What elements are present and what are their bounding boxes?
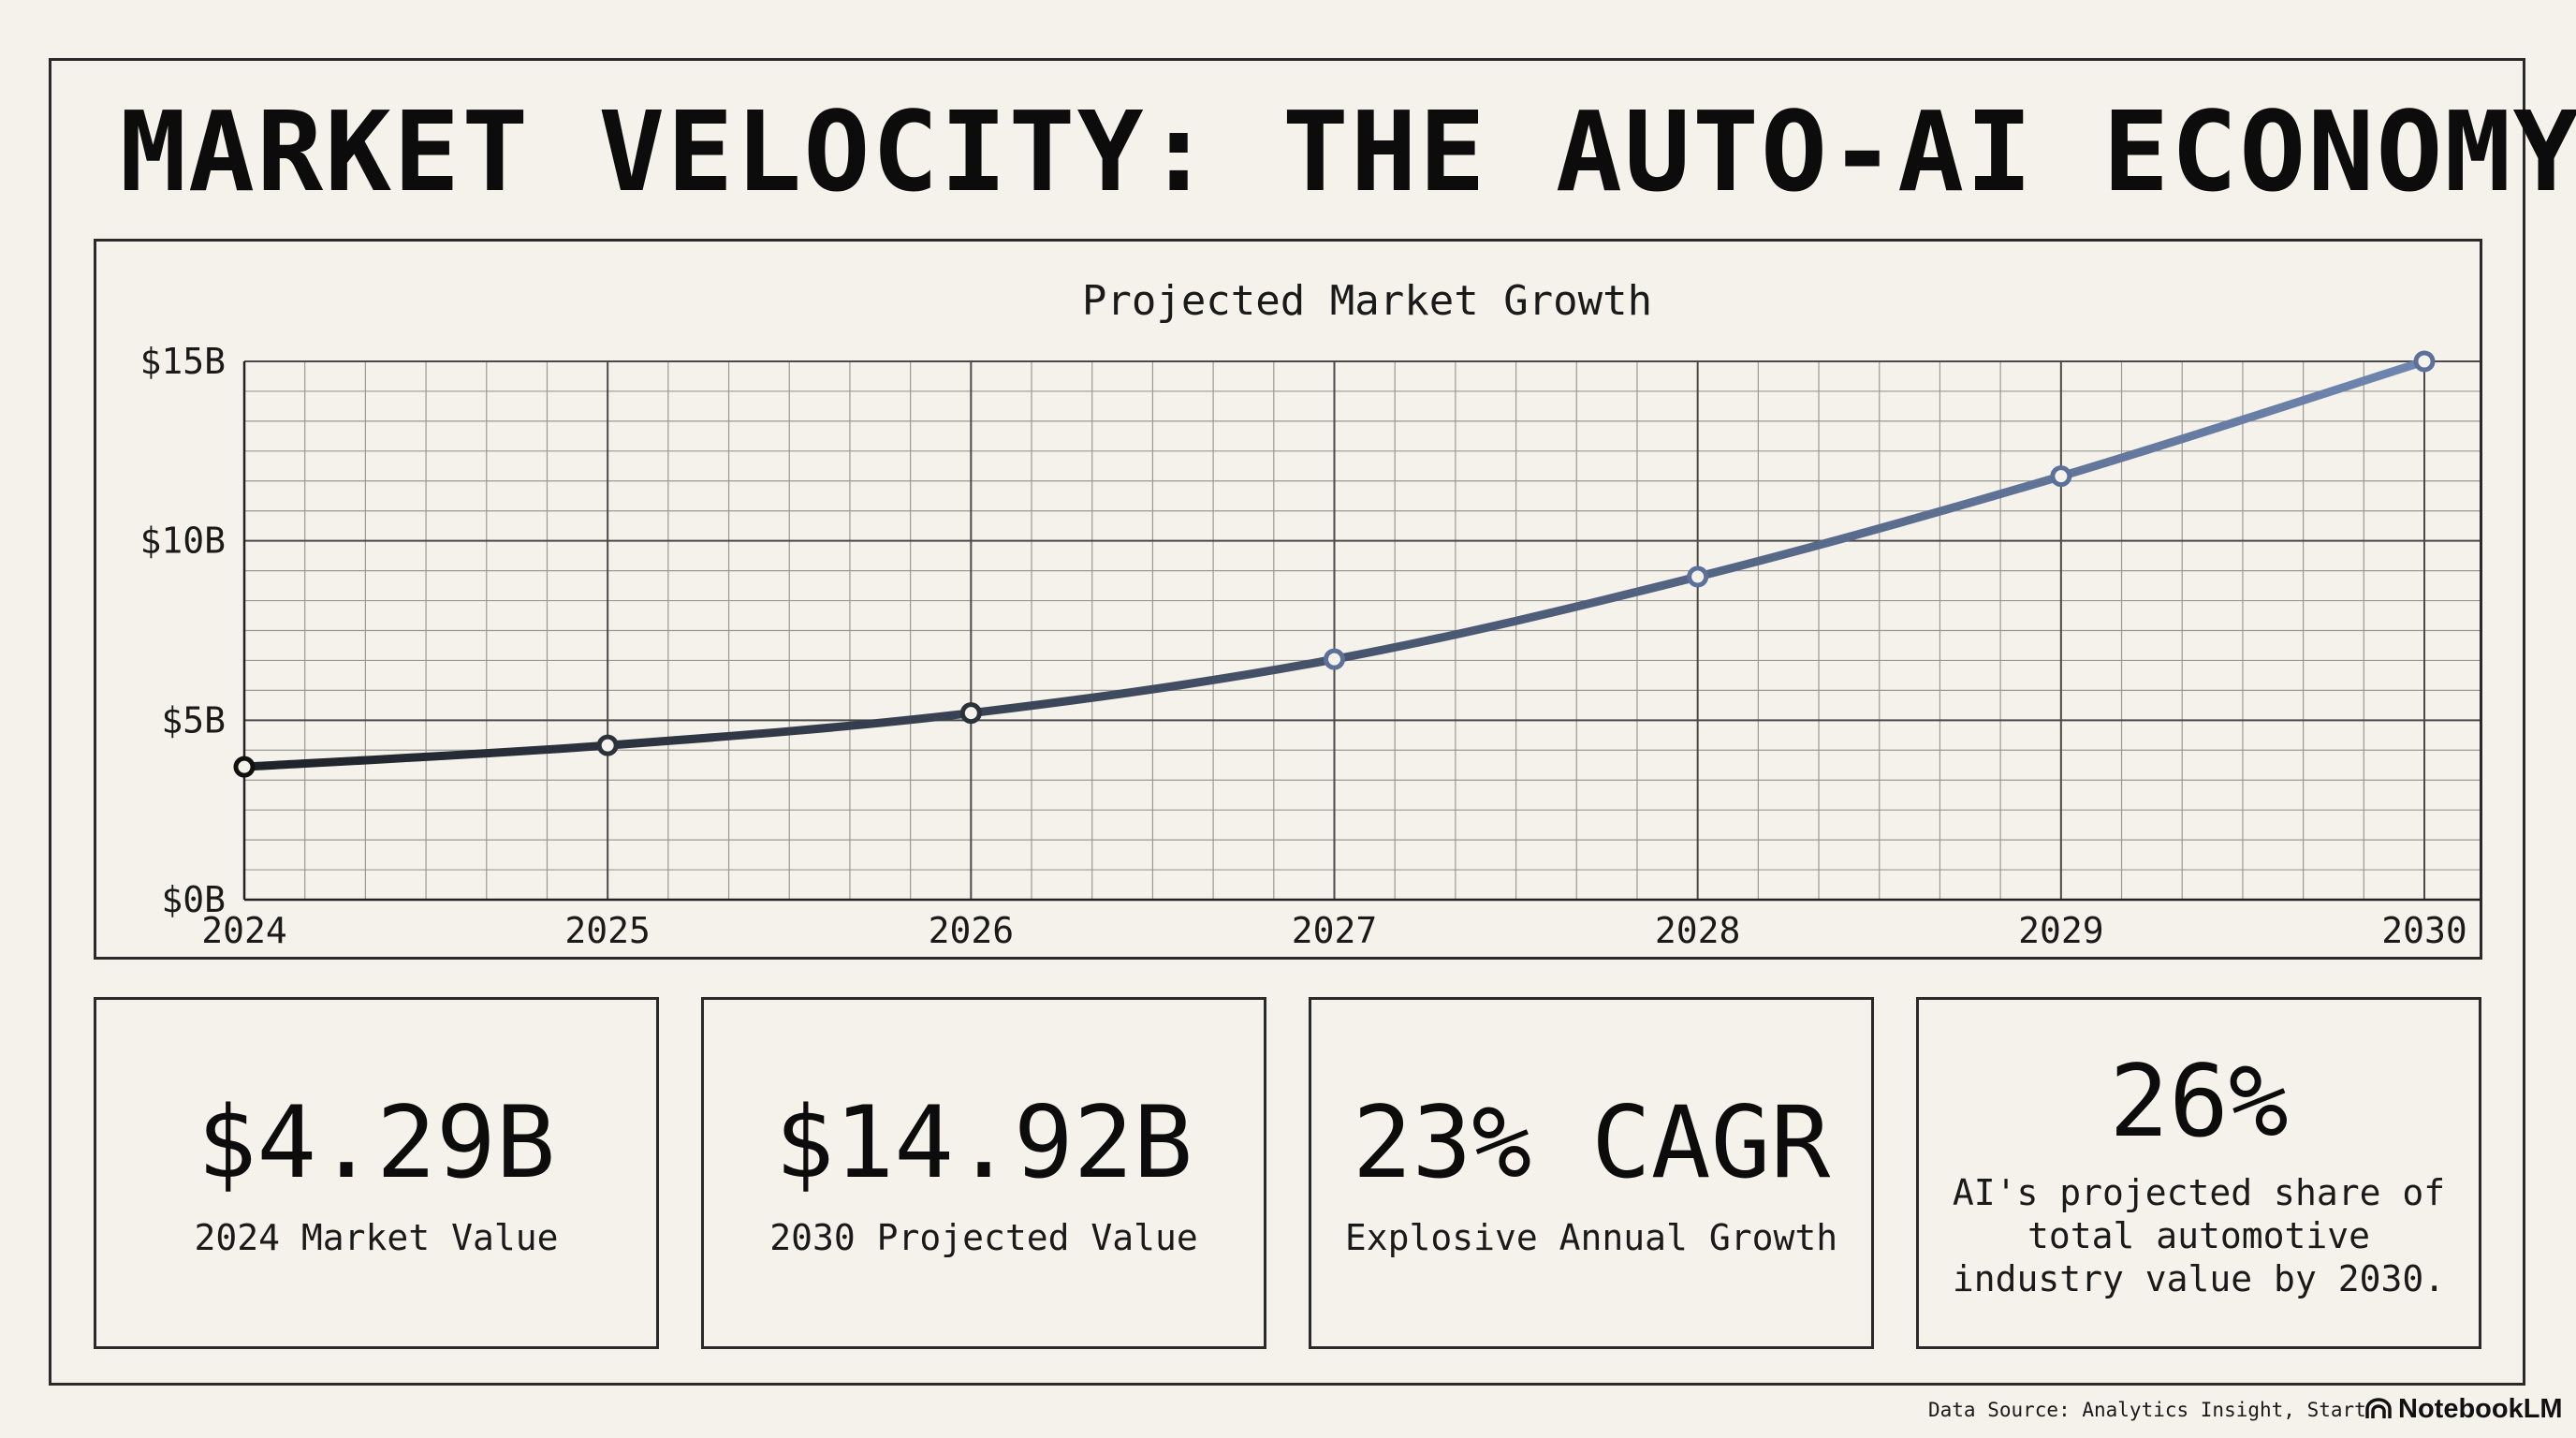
stat-label: 2030 Projected Value	[769, 1217, 1198, 1258]
notebooklm-logo-icon	[2365, 1398, 2392, 1418]
stat-label: 2024 Market Value	[194, 1217, 559, 1258]
stat-value: 23% CAGR	[1352, 1085, 1831, 1200]
chart-title: Projected Market Growth	[1082, 277, 1652, 325]
y-tick-label: $15B	[139, 341, 226, 382]
data-point	[233, 756, 256, 778]
data-point	[1324, 648, 1345, 670]
stat-label: AI's projected share of total automotive…	[1952, 1172, 2446, 1299]
stat-card-2024-value: $4.29B 2024 Market Value	[94, 997, 659, 1349]
stat-value: $4.29B	[197, 1085, 556, 1200]
slide-frame	[49, 58, 2525, 1386]
y-tick-label: $5B	[161, 699, 226, 741]
data-point	[596, 734, 619, 756]
x-tick-label: 2024	[201, 910, 287, 951]
y-tick-label: $0B	[161, 879, 226, 920]
data-point	[1687, 565, 1709, 588]
data-point	[959, 702, 982, 725]
stat-value: $14.92B	[774, 1085, 1193, 1200]
x-tick-label: 2030	[2381, 910, 2467, 951]
x-tick-label: 2026	[929, 910, 1015, 951]
brand-label: NotebookLM	[2398, 1393, 2563, 1424]
stat-card-2030-value: $14.92B 2030 Projected Value	[701, 997, 1266, 1349]
notebooklm-badge: NotebookLM	[2364, 1387, 2572, 1431]
stat-card-ai-share: 26% AI's projected share of total automo…	[1916, 997, 2481, 1349]
x-tick-label: 2029	[2018, 910, 2104, 951]
y-tick-label: $10B	[139, 521, 226, 562]
stat-card-cagr: 23% CAGR Explosive Annual Growth	[1309, 997, 1874, 1349]
x-tick-label: 2027	[1292, 910, 1378, 951]
x-tick-label: 2025	[564, 910, 651, 951]
data-point	[2050, 465, 2072, 488]
stat-label: Explosive Annual Growth	[1344, 1217, 1838, 1258]
data-point	[2413, 350, 2436, 373]
x-tick-label: 2028	[1655, 910, 1741, 951]
page-title: MARKET VELOCITY: THE AUTO-AI ECONOMY	[120, 87, 2576, 216]
stat-value: 26%	[2109, 1044, 2289, 1159]
chart-panel: Projected Market Growth $0B $5B $10B $15B 202…	[94, 239, 2482, 960]
data-source-note: Data Source: Analytics Insight, StartUs …	[1928, 1399, 2368, 1421]
line-chart: Projected Market Growth $0B $5B $10B $15B 202…	[139, 277, 2480, 951]
